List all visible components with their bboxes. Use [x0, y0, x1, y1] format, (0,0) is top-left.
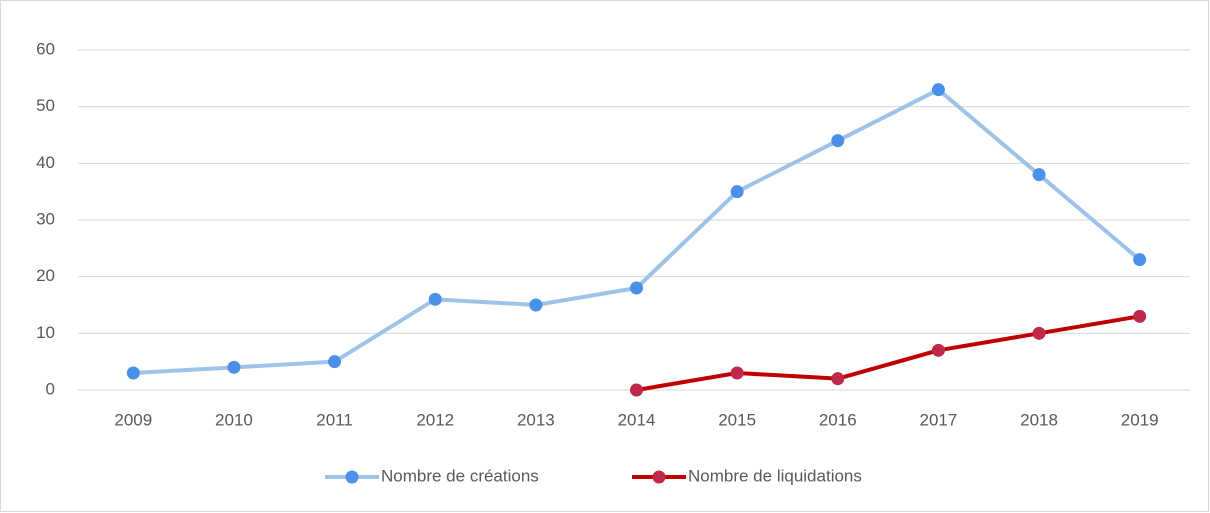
x-tick-label: 2013 — [517, 410, 555, 429]
data-point — [1133, 309, 1147, 323]
data-point — [730, 366, 744, 380]
data-point — [931, 83, 945, 97]
data-point — [831, 372, 845, 386]
data-point — [730, 185, 744, 199]
data-point — [630, 383, 643, 397]
legend-label: Nombre de liquidations — [688, 466, 862, 485]
legend-marker — [345, 470, 359, 484]
data-point — [529, 298, 543, 312]
y-tick-label: 40 — [36, 153, 55, 172]
y-tick-label: 50 — [36, 96, 55, 115]
data-point — [126, 366, 140, 380]
data-point — [428, 292, 442, 306]
data-point — [630, 281, 643, 295]
x-tick-label: 2015 — [718, 410, 756, 429]
data-point — [227, 360, 241, 374]
y-tick-label: 20 — [36, 266, 55, 285]
legend-label: Nombre de créations — [381, 466, 539, 485]
data-point — [1032, 326, 1046, 340]
x-tick-label: 2016 — [819, 410, 857, 429]
y-tick-label: 10 — [36, 323, 55, 342]
x-tick-label: 2018 — [1020, 410, 1058, 429]
y-tick-label: 30 — [36, 209, 55, 228]
y-tick-label: 60 — [36, 39, 55, 58]
data-point — [931, 343, 945, 357]
data-point — [1133, 253, 1147, 267]
x-tick-label: 2011 — [316, 410, 353, 429]
x-tick-label: 2010 — [215, 410, 253, 429]
x-tick-label: 2012 — [416, 410, 454, 429]
x-tick-label: 2019 — [1121, 410, 1159, 429]
y-tick-label: 0 — [46, 379, 55, 398]
series-line — [636, 314, 1141, 392]
x-tick-label: 2009 — [114, 410, 152, 429]
data-point — [831, 134, 845, 148]
legend-marker — [652, 470, 666, 484]
data-point — [1032, 168, 1046, 182]
x-tick-label: 2017 — [919, 410, 957, 429]
data-point — [328, 355, 342, 369]
x-tick-label: 2014 — [618, 410, 656, 429]
